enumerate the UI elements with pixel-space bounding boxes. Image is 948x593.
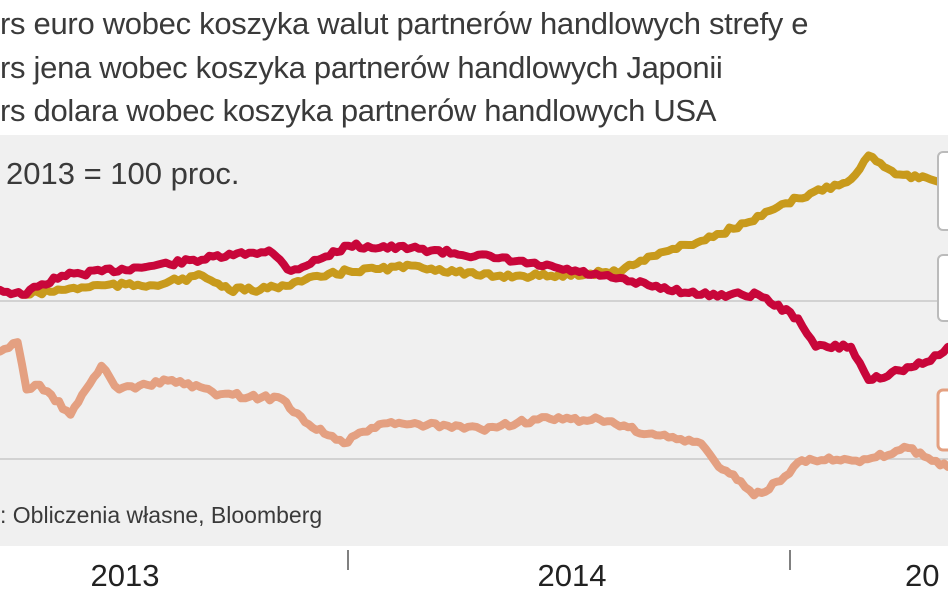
chart-subtitle: 2013 = 100 proc. [6, 156, 240, 191]
x-tick-label-2013: 2013 [91, 558, 160, 593]
x-tick-label-2014: 2014 [538, 558, 607, 593]
title-line-euro: rs euro wobec koszyka walut partnerów ha… [0, 6, 809, 41]
series-line-dolar [18, 151, 948, 299]
title-line-yen: rs jena wobec koszyka partnerów handlowy… [0, 50, 723, 85]
series-line-euro [0, 239, 948, 384]
series-line-jen [0, 338, 948, 500]
label-box-dollar [937, 151, 948, 231]
label-box-euro [937, 254, 948, 322]
chart-source: : Obliczenia własne, Bloomberg [0, 502, 322, 528]
title-line-dollar: rs dolara wobec koszyka partnerów handlo… [0, 93, 717, 128]
label-box-yen [936, 388, 948, 452]
x-tick-label-2015: 20 [905, 558, 939, 593]
